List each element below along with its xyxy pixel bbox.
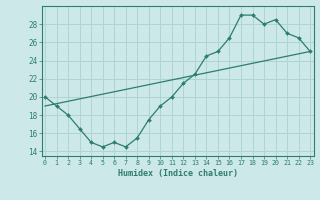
X-axis label: Humidex (Indice chaleur): Humidex (Indice chaleur)	[118, 169, 237, 178]
